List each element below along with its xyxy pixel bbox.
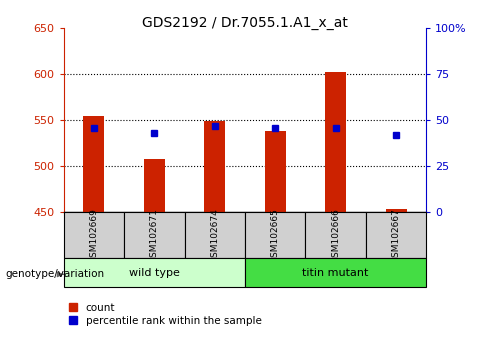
Bar [144, 159, 165, 212]
Text: GDS2192 / Dr.7055.1.A1_x_at: GDS2192 / Dr.7055.1.A1_x_at [142, 16, 348, 30]
Bar [305, 212, 366, 258]
Bar [325, 72, 346, 212]
Text: GSM102665: GSM102665 [270, 208, 280, 263]
Text: genotype/variation: genotype/variation [5, 269, 104, 279]
Bar [265, 131, 286, 212]
Bar [64, 212, 124, 258]
Bar [185, 212, 245, 258]
Text: GSM102669: GSM102669 [89, 208, 98, 263]
Bar [366, 212, 426, 258]
Bar [204, 121, 225, 212]
Bar [245, 258, 426, 287]
Legend: count, percentile rank within the sample: count, percentile rank within the sample [69, 303, 262, 326]
Text: GSM102666: GSM102666 [331, 208, 340, 263]
Bar [124, 212, 185, 258]
Text: GSM102674: GSM102674 [210, 208, 220, 263]
Bar [83, 116, 104, 212]
Bar [386, 209, 407, 212]
Text: GSM102667: GSM102667 [392, 208, 401, 263]
Bar [245, 212, 305, 258]
Text: wild type: wild type [129, 268, 180, 278]
Text: titin mutant: titin mutant [302, 268, 369, 278]
Bar [64, 258, 245, 287]
Text: GSM102671: GSM102671 [150, 208, 159, 263]
